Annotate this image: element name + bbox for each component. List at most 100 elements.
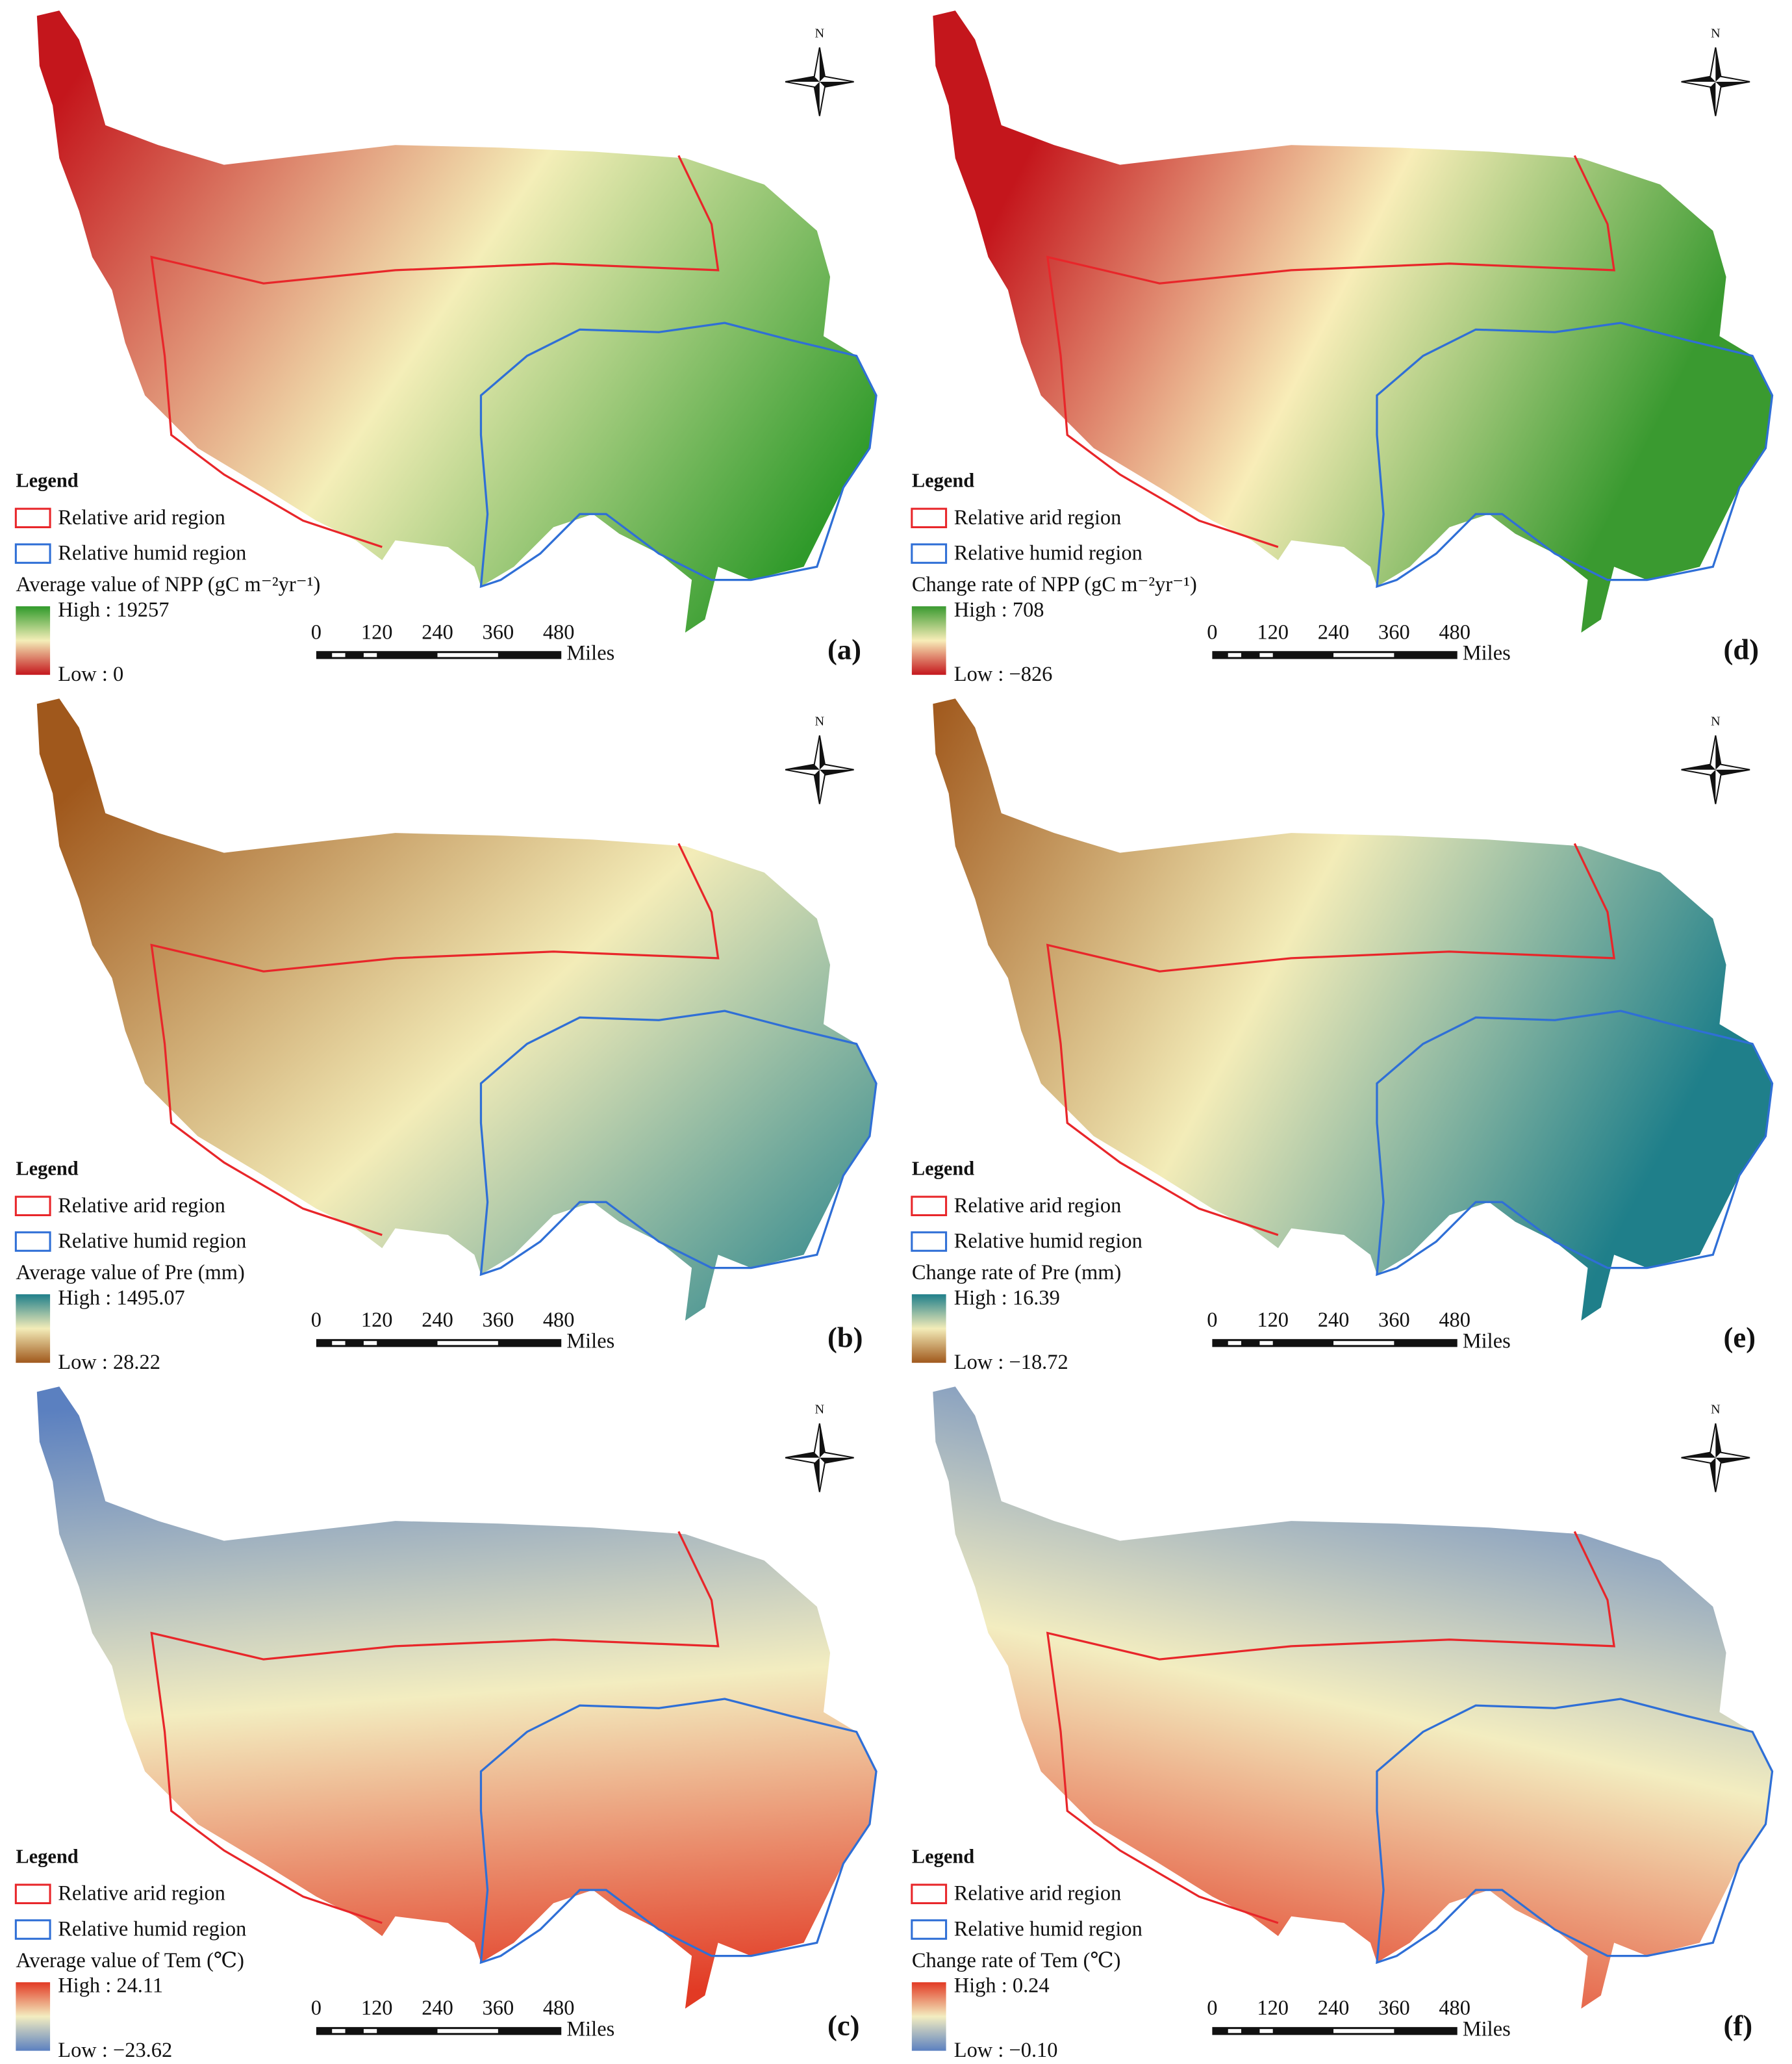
humid-boundary [479,1698,877,1965]
plateau [36,698,877,1321]
low-label: Low : −0.10 [954,2039,1058,2062]
color-bar [16,606,51,675]
legend-title: Legend [912,1157,974,1179]
north-label: N [1711,1402,1721,1416]
plateau [36,1386,877,2009]
humid-boundary [479,1010,877,1277]
high-label: High : 16.39 [954,1286,1060,1310]
scale-label: 0 [1207,1308,1217,1332]
scale-label: 240 [422,1308,453,1332]
arid-swatch [911,507,948,529]
color-bar [911,1294,946,1363]
north-label: N [1711,714,1721,728]
scale-label: 120 [1257,620,1289,644]
arid-label: Relative arid region [58,1882,225,1905]
map-panel: N Legend Relative arid region Relative humi… [14,10,877,686]
high-label: High : 0.24 [954,1974,1050,1998]
scale-label: 0 [311,1996,322,2020]
map-panel: N Legend Relative arid region Relative humi… [911,698,1774,1374]
humid-boundary [1376,1698,1774,1965]
arid-swatch [14,507,51,529]
scale-gap [1228,2029,1242,2033]
arid-label: Relative arid region [954,506,1122,529]
arid-swatch [911,1883,948,1904]
scale-label: 360 [1378,620,1410,644]
scale-label: 480 [543,1996,575,2020]
arid-swatch [14,1883,51,1904]
scale-label: 360 [483,1308,514,1332]
scale-label: 480 [1439,1996,1470,2020]
arrow-fill [785,47,854,116]
panel-label: (e) [1724,1321,1756,1353]
color-bar [911,606,946,675]
arid-boundary [150,1531,720,1924]
scale-label: 360 [483,1996,514,2020]
scale-gap [1259,1341,1273,1345]
legend-title: Legend [912,1845,974,1867]
scale-label: 360 [483,620,514,644]
scale-label: 120 [361,620,393,644]
arid-label: Relative arid region [954,1882,1122,1905]
humid-swatch [14,1919,51,1940]
panel-label: (f) [1724,2009,1753,2041]
scale-gap [332,2029,346,2033]
scale-label: 480 [543,1308,575,1332]
scale-gap [363,653,377,657]
scale-gap [1259,653,1273,657]
scale-label: 360 [1378,1996,1410,2020]
north-arrow: N [785,26,854,116]
low-label: Low : 28.22 [58,1351,160,1374]
panel-label: (b) [827,1321,863,1353]
scale-gap [363,2029,377,2033]
humid-label: Relative humid region [954,1918,1142,1941]
variable-title: Change rate of NPP (gC m⁻²yr⁻¹) [912,573,1197,596]
plateau [933,10,1773,633]
humid-boundary [1376,1010,1774,1277]
map-panel: N Legend Relative arid region Relative humi… [911,1386,1774,2062]
scale-unit: Miles [1463,642,1511,665]
scale-gap [332,1341,346,1345]
arid-boundary [1046,843,1616,1236]
humid-boundary [479,322,877,589]
arrow-fill [785,735,854,804]
scale-label: 120 [361,1308,393,1332]
arid-boundary [150,155,720,548]
scale-label: 240 [422,620,453,644]
scale-unit: Miles [1463,2018,1511,2041]
low-label: Low : −23.62 [58,2039,172,2062]
humid-label: Relative humid region [58,1230,246,1253]
high-label: High : 1495.07 [58,1286,185,1310]
humid-swatch [911,1919,948,1940]
variable-title: Change rate of Pre (mm) [912,1261,1121,1284]
scale-gap [1259,2029,1273,2033]
scale-label: 0 [311,1308,322,1332]
arid-swatch [911,1195,948,1217]
legend-title: Legend [16,1845,78,1867]
humid-swatch [911,543,948,564]
scale-unit: Miles [566,2018,614,2041]
humid-swatch [911,1231,948,1252]
arid-swatch [14,1195,51,1217]
scale-label: 0 [1207,1996,1217,2020]
plateau [36,10,877,633]
color-bar [16,1294,51,1363]
scale-label: 0 [1207,620,1217,644]
scale-gap [1333,653,1394,657]
scale-label: 240 [422,1996,453,2020]
scale-unit: Miles [566,642,614,665]
scale-gap [1333,2029,1394,2033]
humid-label: Relative humid region [58,1918,246,1941]
scale-unit: Miles [1463,1330,1511,1353]
north-arrow: N [785,1402,854,1492]
humid-swatch [14,543,51,564]
scale-gap [437,1341,498,1345]
scale-gap [1333,1341,1394,1345]
north-arrow: N [1681,26,1750,116]
scale-unit: Miles [566,1330,614,1353]
scale-gap [1228,653,1242,657]
humid-swatch [14,1231,51,1252]
scale-label: 480 [543,620,575,644]
arid-label: Relative arid region [58,1194,225,1217]
scale-label: 360 [1378,1308,1410,1332]
